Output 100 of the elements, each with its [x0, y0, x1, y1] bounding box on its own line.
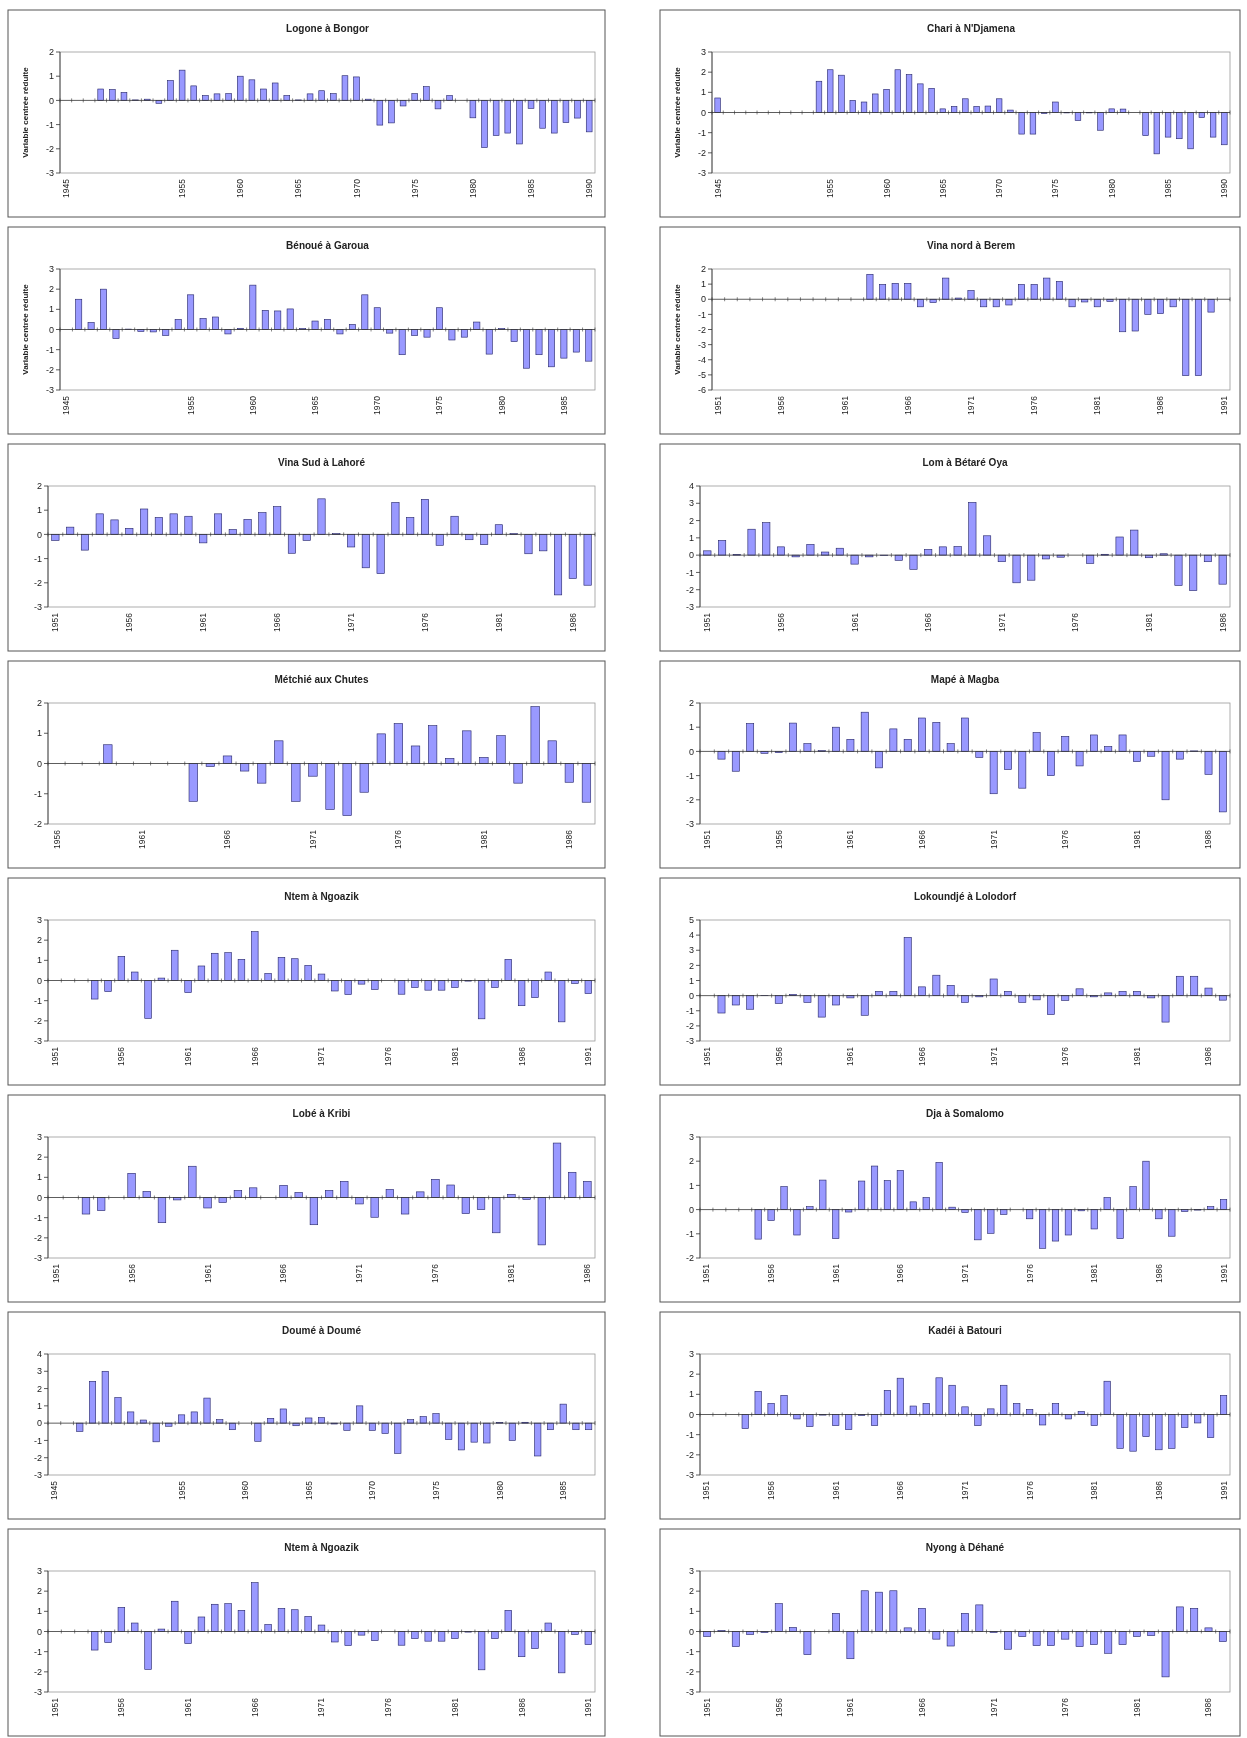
x-tick-label: 1951 — [702, 612, 713, 632]
x-tick-label: 1951 — [50, 1263, 61, 1283]
x-tick-label: 1991 — [583, 1697, 594, 1717]
y-tick-label: 2 — [688, 960, 694, 971]
x-tick-label: 1971 — [988, 829, 999, 849]
chart-title: Bénoué à Garoua — [286, 240, 370, 251]
chart-title: Doumé à Doumé — [282, 1325, 362, 1336]
x-tick-label: 1966 — [895, 1480, 906, 1500]
x-tick-label: 1981 — [493, 612, 504, 632]
y-tick-label: 1 — [36, 505, 42, 516]
x-tick-label: 1951 — [49, 1046, 60, 1066]
x-tick-label: 1976 — [1070, 612, 1081, 632]
y-tick-label: -3 — [685, 1470, 694, 1481]
y-tick-label: -3 — [45, 385, 54, 396]
y-tick-label: 2 — [688, 1156, 694, 1167]
y-tick-label: 1 — [48, 71, 54, 82]
x-tick-label: 1976 — [1024, 1480, 1035, 1500]
x-tick-label: 1951 — [702, 1046, 713, 1066]
x-tick-label: 1976 — [1029, 395, 1040, 415]
x-tick-label: 1961 — [845, 1046, 856, 1066]
y-tick-label: -3 — [33, 1253, 42, 1264]
y-tick-label: -1 — [697, 309, 706, 320]
y-tick-label: -1 — [45, 344, 54, 355]
y-tick-label: -2 — [685, 794, 694, 805]
y-tick-label: 1 — [688, 1606, 694, 1617]
y-tick-label: 3 — [688, 1349, 694, 1360]
y-tick-label: 1 — [700, 87, 706, 98]
x-tick-label: 1970 — [994, 178, 1005, 198]
x-tick-label: 1961 — [198, 612, 209, 632]
x-tick-label: 1961 — [830, 1263, 841, 1283]
y-tick-label: 1 — [48, 304, 54, 315]
y-tick-label: 2 — [48, 284, 54, 295]
y-tick-label: -2 — [45, 143, 54, 154]
x-tick-label: 1975 — [1050, 178, 1061, 198]
y-tick-label: 3 — [48, 264, 54, 275]
y-tick-label: 2 — [700, 67, 706, 78]
x-tick-label: 1976 — [419, 612, 430, 632]
y-tick-label: -2 — [697, 147, 706, 158]
x-tick-label: 1990 — [1219, 178, 1230, 198]
y-tick-label: 1 — [36, 955, 42, 966]
y-tick-label: 2 — [688, 515, 694, 526]
x-tick-label: 1971 — [354, 1263, 365, 1283]
y-tick-label: -2 — [33, 1666, 42, 1677]
y-tick-label: 1 — [36, 728, 42, 739]
chart-title: Lokoundjé à Lolodorf — [913, 891, 1017, 902]
y-tick-label: -3 — [33, 1470, 42, 1481]
x-tick-label: 1980 — [1106, 178, 1117, 198]
x-tick-label: 1956 — [775, 612, 786, 632]
x-tick-label: 1985 — [526, 178, 537, 198]
chart-title: Vina nord à Berem — [926, 240, 1016, 251]
y-tick-label: -1 — [685, 1429, 694, 1440]
y-tick-label: 2 — [36, 1586, 42, 1597]
x-tick-label: 1951 — [701, 1263, 712, 1283]
chart-title: Mapé à Magba — [930, 674, 1000, 685]
x-tick-label: 1966 — [902, 395, 913, 415]
x-tick-label: 1970 — [351, 178, 362, 198]
x-tick-label: 1951 — [50, 612, 61, 632]
x-tick-label: 1961 — [183, 1046, 194, 1066]
y-tick-label: 4 — [688, 481, 694, 492]
y-tick-label: 2 — [700, 264, 706, 275]
x-tick-label: 1945 — [712, 178, 723, 198]
x-tick-label: 1961 — [845, 829, 856, 849]
x-tick-label: 1981 — [449, 1046, 460, 1066]
y-tick-label: 0 — [36, 1626, 42, 1637]
x-tick-label: 1955 — [825, 178, 836, 198]
x-tick-label: 1970 — [372, 395, 383, 415]
y-tick-label: 0 — [700, 294, 706, 305]
y-tick-label: 1 — [688, 975, 694, 986]
y-axis-title: Variable centrée réduite — [21, 283, 30, 375]
y-tick-label: -3 — [33, 602, 42, 613]
y-tick-label: -3 — [685, 819, 694, 830]
y-tick-label: -3 — [697, 339, 706, 350]
y-tick-label: 3 — [36, 1566, 42, 1577]
y-tick-label: 0 — [688, 550, 694, 561]
y-tick-label: -1 — [33, 553, 42, 564]
y-axis-title: Variable centrée réduite — [673, 283, 682, 375]
y-tick-label: -1 — [685, 1228, 694, 1239]
chart-title: Ntem à Ngoazik — [284, 891, 360, 902]
x-tick-label: 1986 — [1153, 1263, 1164, 1283]
y-tick-label: 0 — [36, 1418, 42, 1429]
y-tick-label: 1 — [700, 279, 706, 290]
x-tick-label: 1976 — [430, 1263, 441, 1283]
x-tick-label: 1986 — [564, 829, 575, 849]
x-tick-label: 1951 — [701, 1480, 712, 1500]
chart-title: Ntem à Ngoazik — [284, 1542, 360, 1553]
y-tick-label: 0 — [48, 324, 54, 335]
y-tick-label: 2 — [36, 1152, 42, 1163]
x-tick-label: 1951 — [713, 395, 724, 415]
x-tick-label: 1971 — [965, 395, 976, 415]
x-tick-label: 1986 — [516, 1697, 527, 1717]
y-tick-label: 2 — [36, 698, 42, 709]
x-tick-label: 1975 — [409, 178, 420, 198]
y-tick-label: 3 — [700, 47, 706, 58]
y-tick-label: -5 — [697, 370, 706, 381]
x-tick-label: 1986 — [1203, 1697, 1214, 1717]
y-tick-label: -2 — [697, 324, 706, 335]
x-tick-label: 1945 — [61, 395, 72, 415]
x-tick-label: 1980 — [496, 395, 507, 415]
x-tick-label: 1945 — [60, 178, 71, 198]
x-tick-label: 1991 — [583, 1046, 594, 1066]
